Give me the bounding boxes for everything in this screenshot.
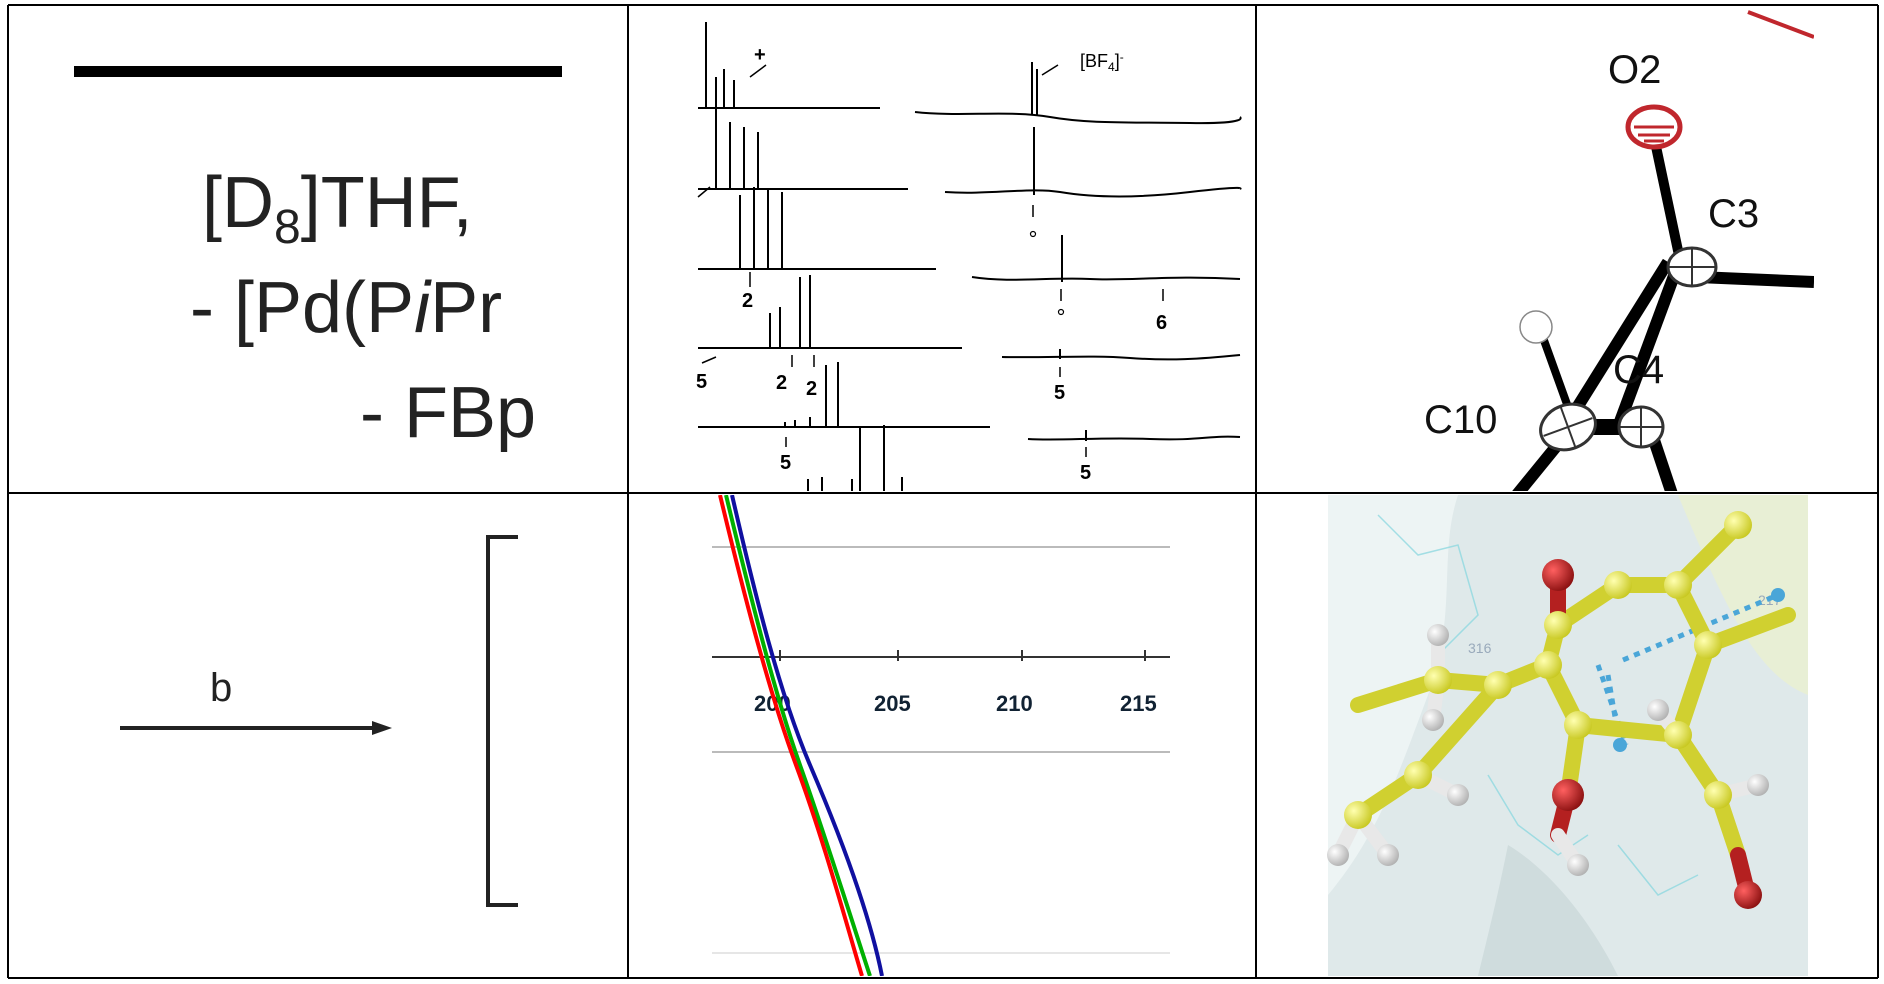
plot-tick-label-3: 215 (1120, 691, 1157, 716)
panel-spectrum-plot: 200 205 210 215 (630, 495, 1254, 976)
ortep-red-bond-fragment (1747, 10, 1814, 39)
ortep-c3-o2-bond (1649, 135, 1685, 262)
reaction-svg: [D8]THF, - [Pd(PiPr - FBp (74, 66, 562, 453)
nmr-label-right-2: 5 (1080, 462, 1091, 484)
label-c3: C3 (1708, 192, 1759, 236)
plot-tick-label-1: 205 (874, 691, 911, 716)
nmr-ticks (697, 64, 1164, 457)
panel-nmr-spectra: + [BF4]- 2 5 2 2 5 6 5 5 (630, 7, 1254, 491)
plot-curve-blue (730, 495, 884, 976)
nmr-label-left-1: 5 (696, 371, 707, 393)
ortep-svg: O2 C3 C4 C10 (1424, 10, 1814, 491)
panel-molecule-render: 316 217 (1258, 495, 1876, 976)
reaction-line-3: - FBp (360, 373, 536, 453)
arrow-label: b (210, 666, 232, 710)
plot-svg: 200 205 210 215 (712, 495, 1170, 976)
nmr-label-left-3: 2 (806, 378, 817, 400)
reaction-line-2: - [Pd(PiPr (190, 268, 502, 348)
nmr-right-traces (914, 62, 1242, 441)
nmr-label-right-1: 5 (1054, 382, 1065, 404)
molecule-svg: 316 217 (1327, 495, 1808, 976)
plot-ticks (779, 650, 1146, 661)
label-c4: C4 (1613, 348, 1664, 392)
nmr-label-left-2: 2 (776, 372, 787, 394)
nmr-plus-label: + (754, 44, 766, 66)
nmr-svg: + [BF4]- 2 5 2 2 5 6 5 5 (696, 22, 1242, 491)
atom-o2-hatch (1634, 125, 1674, 143)
panel-arrow-bracket: b (10, 495, 626, 976)
nmr-bf4-label: [BF4]- (1080, 50, 1124, 74)
panel-ortep: O2 C3 C4 C10 (1258, 7, 1814, 491)
residue-label-0: 316 (1468, 640, 1492, 656)
nmr-marker-1 (1029, 230, 1037, 238)
nmr-left-traces (698, 22, 990, 491)
atom-h10 (1519, 310, 1553, 344)
plot-curve-green (724, 495, 872, 976)
ortep-bonds (1512, 258, 1814, 491)
label-o2: O2 (1608, 48, 1661, 92)
nmr-label-left-0: 2 (742, 290, 753, 312)
atom-spheres (1327, 511, 1785, 909)
nmr-label-left-4: 5 (780, 452, 791, 474)
plot-tick-label-2: 210 (996, 691, 1033, 716)
panel-reaction-scheme: [D8]THF, - [Pd(PiPr - FBp (10, 7, 562, 491)
reaction-line-1: [D8]THF, (202, 163, 473, 254)
nmr-marker-2 (1057, 308, 1065, 316)
plot-curve-red (718, 495, 864, 976)
arrow-svg: b (120, 535, 518, 907)
label-c10: C10 (1424, 398, 1497, 442)
left-bracket (486, 535, 518, 907)
nmr-label-right-0: 6 (1156, 312, 1167, 334)
arrow-head (372, 721, 392, 735)
reaction-bar (74, 66, 562, 77)
